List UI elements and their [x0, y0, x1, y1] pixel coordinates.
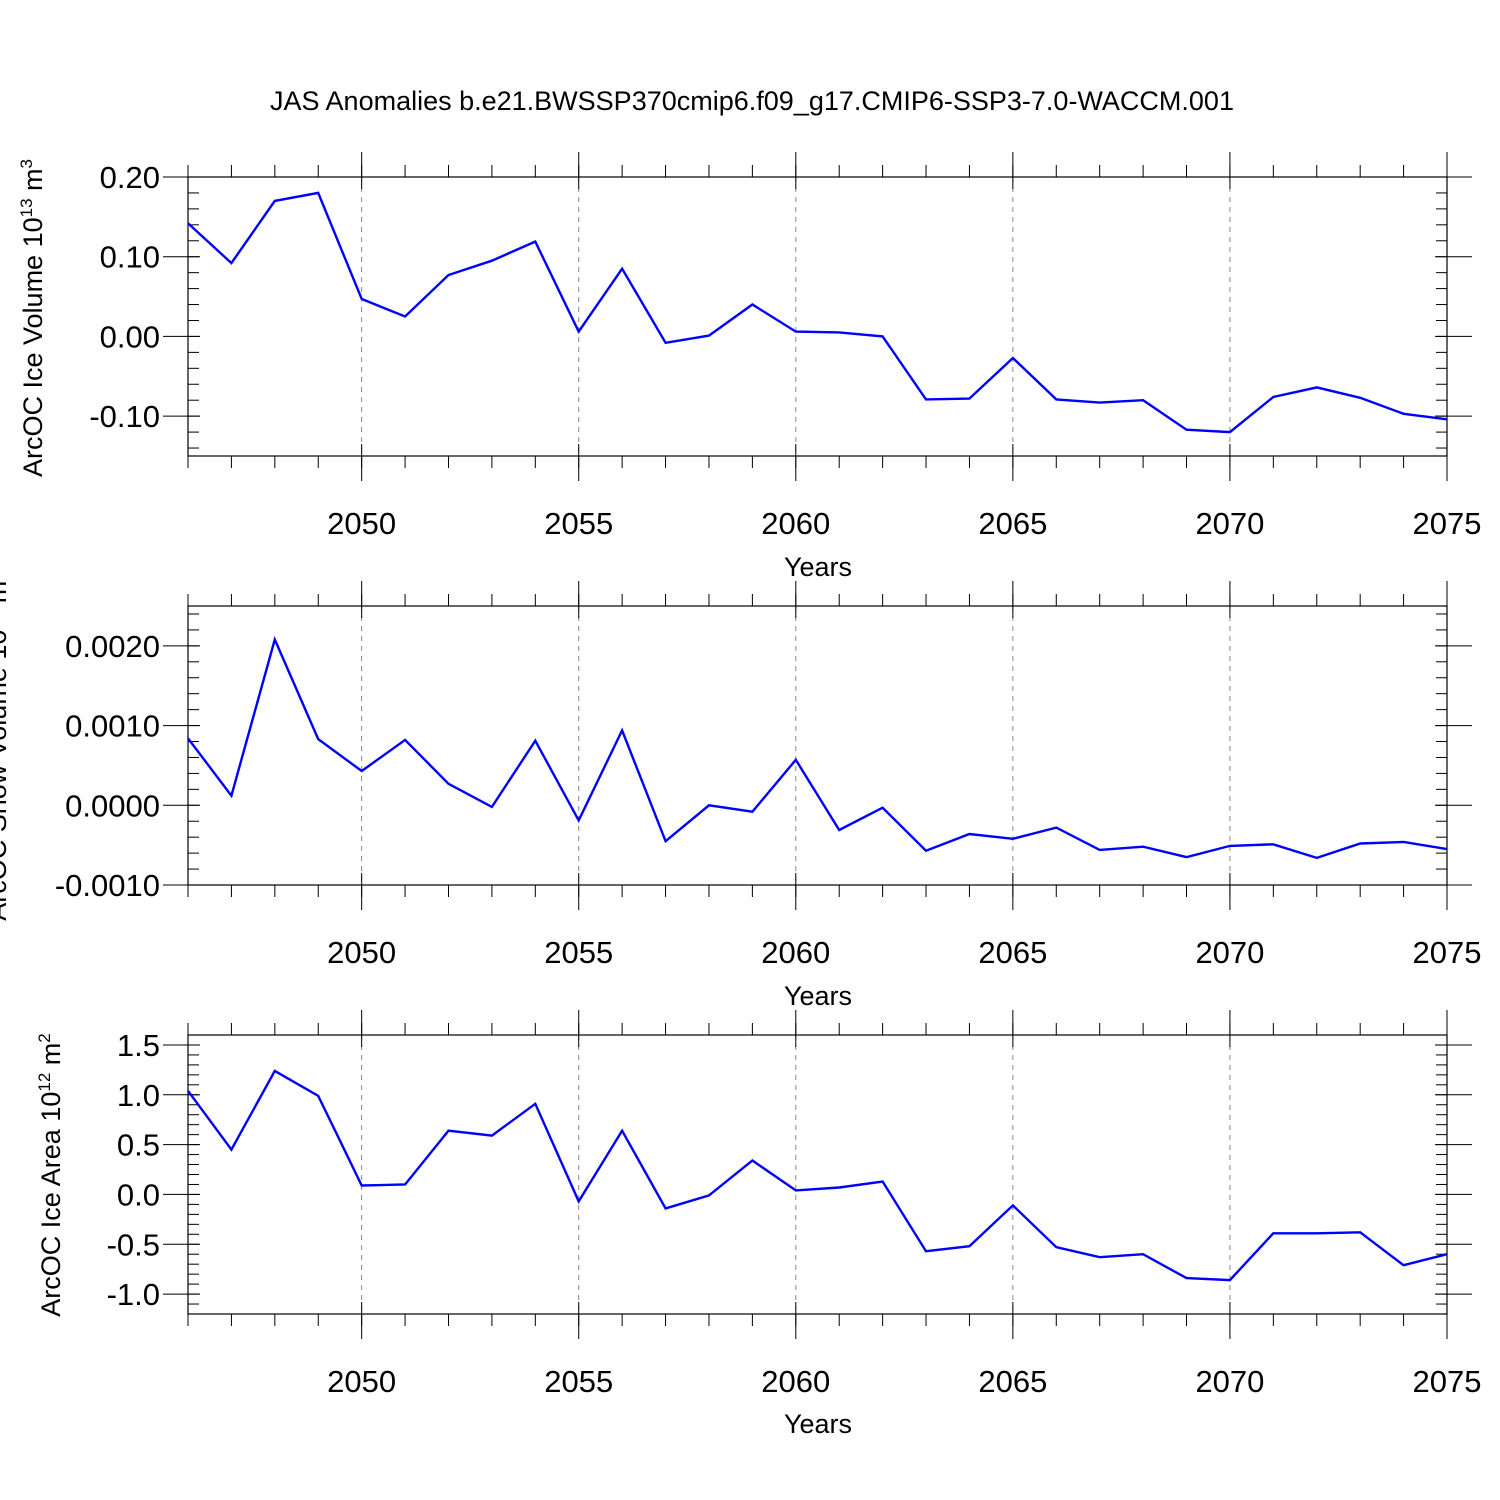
panel-snow-volume: ArcOC Snow Volume 1013 m3 Years 0.0020 0.… [0, 571, 1482, 1011]
y-tick-label: 0.00 [100, 319, 160, 354]
ylabel-ice-area: ArcOC Ice Area 1012 m2 [35, 1033, 66, 1317]
x-tick-label: 2055 [544, 506, 613, 541]
x-tick-label: 2070 [1195, 935, 1264, 970]
y-tick-label: 1.0 [117, 1078, 160, 1113]
y-tick-label: -0.10 [89, 399, 160, 434]
x-tick-label: 2060 [761, 1364, 830, 1399]
x-tick-label: 2055 [544, 1364, 613, 1399]
x-tick-label: 2055 [544, 935, 613, 970]
ylabel-snow-volume: ArcOC Snow Volume 1013 m3 [0, 571, 12, 921]
xlabel-ice-area: Years [784, 1409, 852, 1439]
x-tick-label: 2075 [1413, 935, 1482, 970]
y-tick-label: -1.0 [107, 1277, 160, 1312]
x-tick-label: 2070 [1195, 506, 1264, 541]
xlabel-snow-volume: Years [784, 981, 852, 1011]
y-tick-label: 0.5 [117, 1128, 160, 1163]
x-tick-label: 2050 [327, 1364, 396, 1399]
y-tick-label: 0.20 [100, 160, 160, 195]
y-tick-label: 0.0020 [65, 629, 160, 664]
x-tick-label: 2050 [327, 506, 396, 541]
y-tick-label: 0.0000 [65, 788, 160, 823]
x-tick-label: 2065 [978, 506, 1047, 541]
x-tick-label: 2060 [761, 935, 830, 970]
x-tick-label: 2065 [978, 1364, 1047, 1399]
y-tick-label: -0.5 [107, 1227, 160, 1262]
y-tick-label: 1.5 [117, 1028, 160, 1063]
y-tick-label: 0.0010 [65, 709, 160, 744]
x-tick-label: 2060 [761, 506, 830, 541]
x-tick-label: 2075 [1413, 506, 1482, 541]
panel-ice-volume: ArcOC Ice Volume 1013 m3 Years 0.20 0.10 0… [17, 152, 1481, 582]
y-tick-label: 0.10 [100, 240, 160, 275]
plot-frame [187, 605, 1448, 886]
series-line-ice-area [187, 1069, 1448, 1282]
panel-ice-area: ArcOC Ice Area 1012 m2 Years 1.5 1.0 0.5 0.… [35, 1010, 1481, 1439]
ylabel-ice-volume: ArcOC Ice Volume 1013 m3 [17, 159, 48, 477]
x-tick-label: 2075 [1413, 1364, 1482, 1399]
series-line-snow-volume [187, 635, 1448, 860]
figure-title: JAS Anomalies b.e21.BWSSP370cmip6.f09_g1… [270, 86, 1234, 116]
y-tick-label: -0.0010 [55, 868, 160, 903]
series-line-ice-volume [187, 191, 1448, 434]
y-tick-label: 0.0 [117, 1177, 160, 1212]
xlabel-ice-volume: Years [784, 552, 852, 582]
plot-frame [187, 1034, 1448, 1315]
x-tick-label: 2065 [978, 935, 1047, 970]
x-tick-label: 2050 [327, 935, 396, 970]
x-tick-label: 2070 [1195, 1364, 1264, 1399]
plot-frame [187, 176, 1448, 457]
